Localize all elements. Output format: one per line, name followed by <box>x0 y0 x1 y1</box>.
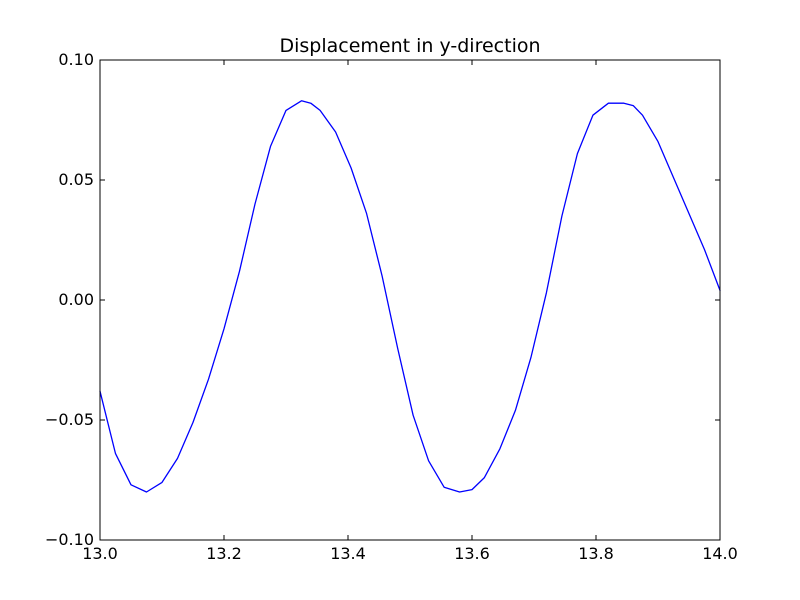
ticks-layer <box>99 59 721 541</box>
y-tick-label: 0.10 <box>58 50 94 69</box>
plot-frame <box>99 59 721 541</box>
x-tick-label: 14.0 <box>702 544 738 563</box>
x-tick-label: 13.4 <box>330 544 366 563</box>
y-tick-label: −0.10 <box>45 530 94 549</box>
x-tick-label: 13.0 <box>82 544 118 563</box>
chart-title: Displacement in y-direction <box>279 35 540 57</box>
series-line-0 <box>99 100 721 493</box>
y-tick-label: −0.05 <box>45 410 94 429</box>
series-layer <box>99 100 721 493</box>
y-tick-label: 0.05 <box>58 170 94 189</box>
tick-labels-layer: 13.0 13.2 13.4 13.6 13.8 14.0 −0.10 −0.05 0.00 0.… <box>45 50 738 563</box>
x-tick-label: 13.8 <box>578 544 614 563</box>
x-tick-label: 13.2 <box>206 544 242 563</box>
x-tick-label: 13.6 <box>454 544 490 563</box>
y-tick-label: 0.00 <box>58 290 94 309</box>
